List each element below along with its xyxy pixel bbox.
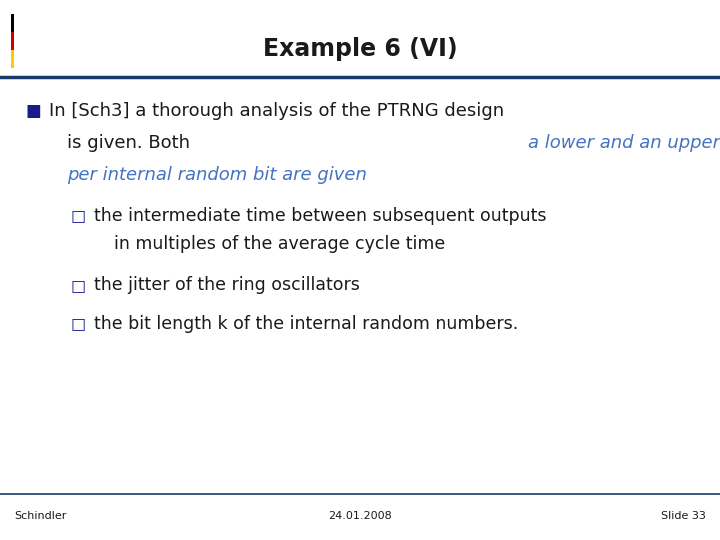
Text: Schindler: Schindler [14, 511, 67, 521]
Text: a lower and an upper entropy bound: a lower and an upper entropy bound [528, 134, 720, 152]
Text: □: □ [71, 316, 86, 332]
Text: in multiples of the average cycle time: in multiples of the average cycle time [114, 235, 445, 253]
Text: the intermediate time between subsequent outputs: the intermediate time between subsequent… [94, 207, 546, 225]
Text: the jitter of the ring oscillators: the jitter of the ring oscillators [94, 276, 359, 294]
Bar [11, 50, 14, 68]
Text: per internal random bit are given: per internal random bit are given [67, 166, 366, 185]
Text: ■: ■ [25, 102, 41, 120]
Text: □: □ [71, 208, 86, 224]
Text: □: □ [71, 278, 86, 293]
Text: In [Sch3] a thorough analysis of the PTRNG design: In [Sch3] a thorough analysis of the PTR… [49, 102, 504, 120]
Bar [11, 31, 14, 50]
Text: Example 6 (VI): Example 6 (VI) [263, 37, 457, 60]
Text: 24.01.2008: 24.01.2008 [328, 511, 392, 521]
Text: Slide 33: Slide 33 [661, 511, 706, 521]
Text: the bit length k of the internal random numbers.: the bit length k of the internal random … [94, 315, 518, 333]
Bar [11, 14, 14, 31]
Text: is given. Both: is given. Both [67, 134, 196, 152]
